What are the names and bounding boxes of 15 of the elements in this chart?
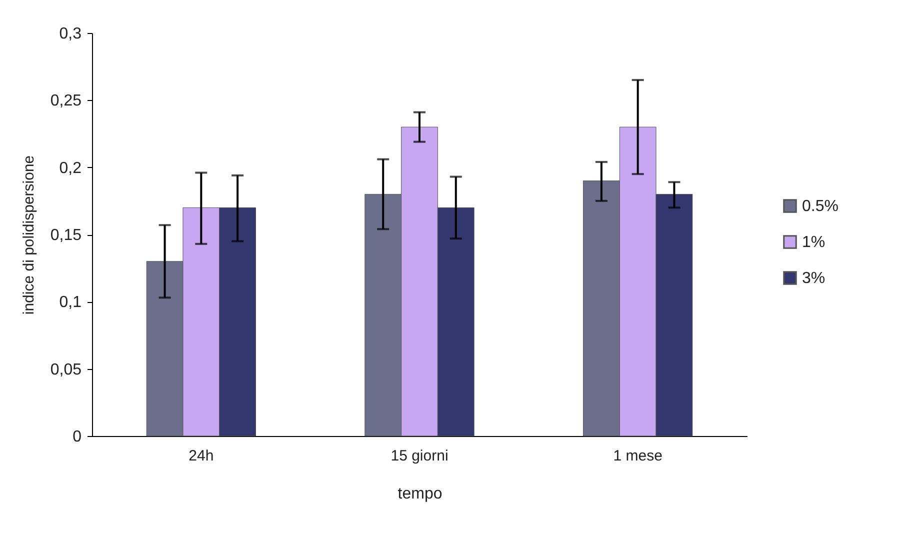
y-tick-label: 0 xyxy=(72,428,82,446)
y-tick-label: 0,15 xyxy=(50,227,82,244)
legend-label: 1% xyxy=(802,234,826,251)
y-tick-label: 0,3 xyxy=(59,26,82,42)
y-tick-label: 0,1 xyxy=(59,294,82,312)
legend-label: 0.5% xyxy=(802,198,838,215)
x-tick-label: 1 mese xyxy=(613,448,662,464)
legend-label: 3% xyxy=(802,270,826,287)
y-axis-title: indice di polidispersione xyxy=(20,155,38,315)
y-tick-label: 0,25 xyxy=(50,92,82,110)
x-axis-title: tempo xyxy=(398,486,442,502)
x-tick-label: 24h xyxy=(188,448,214,464)
x-tick-label: 15 giorni xyxy=(390,448,448,464)
y-tick-label: 0,2 xyxy=(59,160,82,177)
y-tick-label: 0,05 xyxy=(50,361,82,378)
